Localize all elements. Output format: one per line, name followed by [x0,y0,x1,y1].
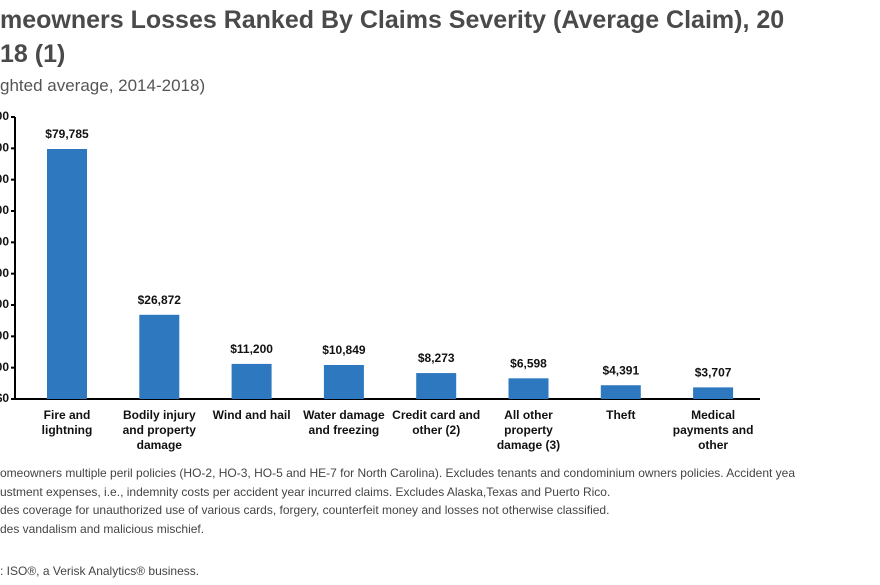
bar [600,385,641,399]
data-label: $8,273 [418,351,455,365]
source: : ISO®, a Verisk Analytics® business. [0,564,200,578]
data-label: $79,785 [45,127,89,141]
data-label: $11,200 [230,342,273,356]
y-tick-label: 00 [0,141,9,155]
data-label: $4,391 [602,363,639,377]
x-tick-label: Fire and lightning [41,408,93,437]
x-tick-label: Medical payments and other [672,408,754,452]
x-tick-label: Wind and hail [212,408,291,422]
chart-title: meowners Losses Ranked By Claims Severit… [0,6,785,34]
bar [47,149,87,399]
x-tick-label: Theft [606,408,636,422]
footnote: ustment expenses, i.e., indemnity costs … [0,484,611,499]
y-tick-label: 00 [0,172,9,186]
bar [139,314,180,399]
y-tick-label: 00 [0,360,9,374]
x-tick-label: All other property damage (3) [496,408,561,452]
chart-title: 18 (1) [0,40,66,68]
y-tick-label: 00 [0,203,9,217]
data-label: $10,849 [322,343,366,357]
y-tick-label: $0 [0,391,9,405]
y-tick-label: 00 [0,235,9,249]
footnote: des coverage for unauthorized use of var… [0,503,610,517]
data-label: $3,707 [695,366,732,380]
bar [693,387,734,399]
data-label: $6,598 [510,356,547,370]
y-tick-label: 00 [0,297,9,311]
bar [323,365,364,399]
footnote: omeowners multiple peril policies (HO-2,… [0,466,796,480]
bar [416,373,457,399]
x-tick-label: Bodily injury and property damage [122,408,196,452]
x-tick-label: Credit card and other (2) [392,408,481,437]
chart-subtitle: ghted average, 2014-2018) [0,76,206,95]
bar [508,378,549,399]
y-tick-label: 00 [0,329,9,343]
data-label: $26,872 [138,293,182,307]
y-tick-label: 00 [0,109,9,123]
bar [231,363,272,399]
y-tick-label: 00 [0,266,9,280]
x-tick-label: Water damage and freezing [303,408,385,437]
footnote: des vandalism and malicious mischief. [0,521,205,536]
